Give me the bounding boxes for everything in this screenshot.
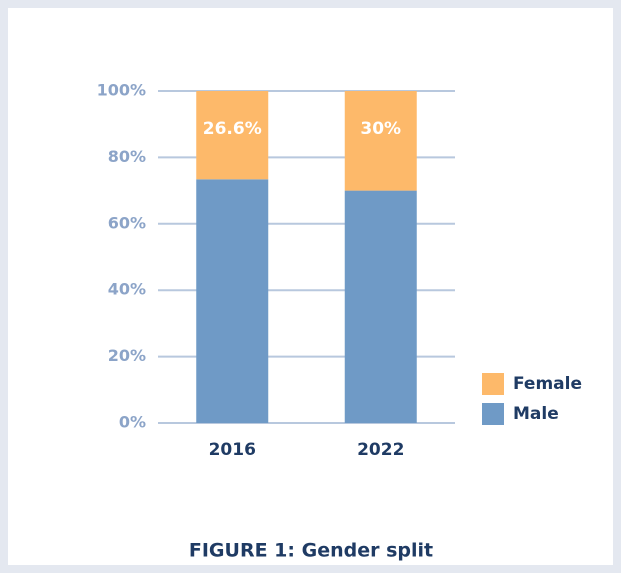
data-label: 26.6% [203,119,262,139]
bar-segment [196,91,269,180]
legend-label: Male [513,404,559,424]
legend-swatch [482,403,504,425]
y-tick-label: 40% [108,280,146,299]
bar-segment [196,179,269,423]
x-tick-label: 2016 [209,440,256,460]
y-tick-label: 20% [108,346,146,365]
data-label: 30% [360,119,401,139]
x-tick-label: 2022 [357,440,404,460]
y-tick-label: 80% [108,147,146,166]
y-tick-label: 0% [119,413,146,432]
y-tick-label: 100% [97,81,146,100]
bar-segment [344,190,417,423]
y-tick-label: 60% [108,213,146,232]
bar-segment [344,91,417,191]
chart-title: FIGURE 1: Gender split [189,540,433,562]
legend-label: Female [513,374,582,394]
panel [8,8,613,565]
legend-swatch [482,373,504,395]
